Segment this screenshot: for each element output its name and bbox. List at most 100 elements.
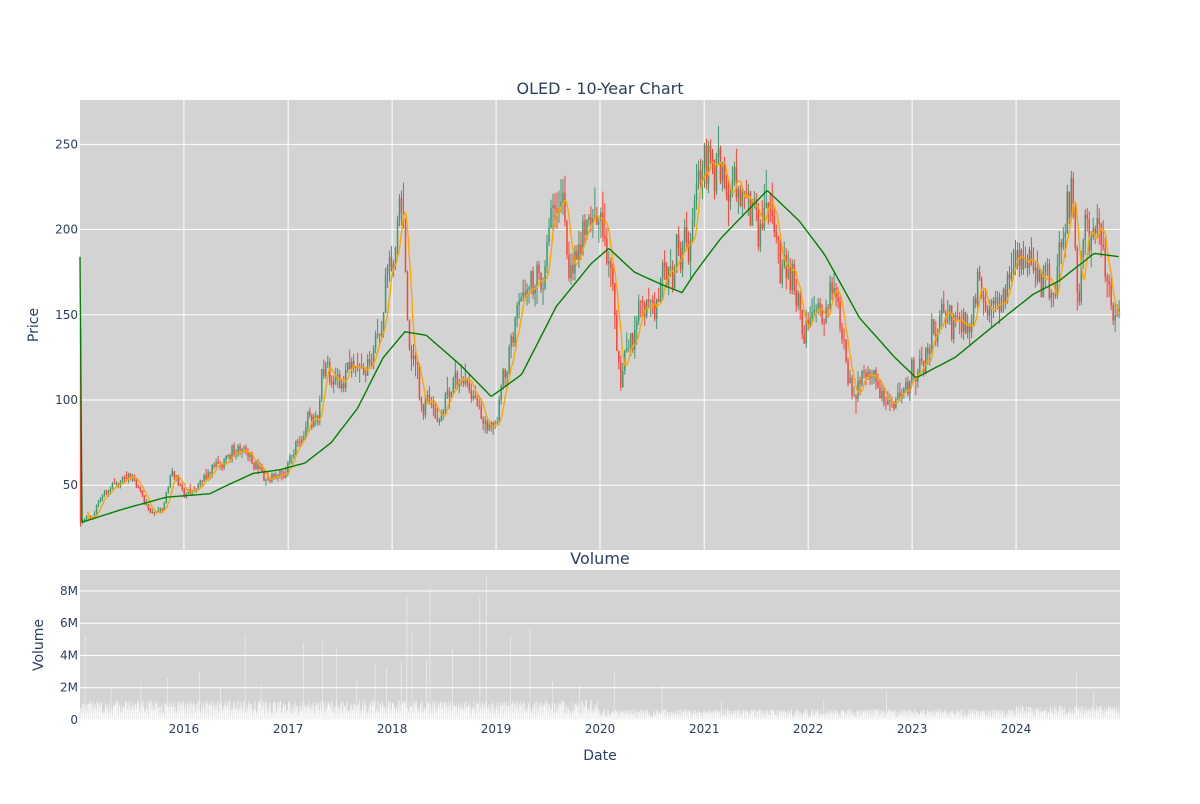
candle-body (695, 183, 698, 200)
volume-bar (321, 708, 322, 720)
candle-body (586, 220, 588, 235)
volume-bar (432, 715, 434, 720)
volume-bar (753, 709, 755, 720)
volume-bar (400, 661, 402, 720)
volume-bar (908, 710, 910, 720)
volume-bar (564, 713, 565, 720)
candle-body (779, 240, 782, 284)
volume-bar (846, 709, 848, 720)
volume-bar (707, 709, 709, 720)
volume-bar (612, 711, 613, 720)
candle-body (590, 216, 592, 224)
volume-bar (363, 710, 364, 720)
candle-body (729, 187, 732, 202)
candle-body (522, 292, 524, 298)
volume-bar (779, 714, 781, 720)
volume-bar (536, 711, 538, 720)
volume-bar (632, 715, 633, 720)
volume-bar (791, 714, 793, 720)
volume-bar (341, 704, 342, 720)
volume-bar (105, 701, 106, 720)
volume-bar (89, 700, 91, 720)
candle-body (883, 390, 885, 404)
volume-bar (494, 709, 495, 720)
volume-bar (478, 711, 480, 720)
volume-bar (1079, 706, 1081, 720)
candle-body (344, 370, 347, 389)
volume-bar (79, 708, 81, 720)
volume-bar (715, 709, 716, 720)
volume-bar (1007, 710, 1009, 720)
volume-bar (931, 712, 932, 720)
volume-bar (131, 701, 133, 720)
volume-bar (490, 704, 491, 720)
candle-body (293, 454, 295, 456)
volume-bar (772, 709, 774, 720)
candle-body (247, 451, 249, 457)
volume-bar (749, 710, 751, 720)
volume-bar (705, 712, 707, 720)
candle-body (478, 405, 481, 407)
volume-bar (955, 715, 956, 720)
volume-bar (181, 711, 183, 720)
volume-bar (664, 709, 665, 720)
candle-body (1098, 217, 1100, 224)
volume-bar (99, 707, 101, 720)
volume-bar (798, 711, 800, 720)
volume-bar (1010, 709, 1012, 720)
volume-bar (167, 707, 169, 720)
candle-body (1048, 264, 1051, 299)
volume-bar (1096, 711, 1098, 720)
volume-bar (510, 636, 511, 720)
volume-bar (672, 712, 673, 720)
candle-body (472, 395, 475, 399)
volume-bar (277, 708, 278, 720)
volume-bar (759, 709, 761, 720)
candle-body (600, 212, 602, 222)
candle-body (707, 145, 710, 184)
volume-bar (187, 700, 189, 720)
candle-body (931, 319, 933, 349)
volume-bar (953, 713, 954, 720)
volume-bar (293, 705, 294, 720)
volume-bar (223, 705, 225, 720)
volume-bar (858, 710, 860, 720)
volume-bar (617, 711, 618, 720)
volume-bar (799, 711, 801, 720)
candle-body (711, 152, 714, 165)
volume-bar (171, 706, 172, 720)
candle-body (319, 399, 321, 423)
volume-bar (520, 714, 522, 720)
candle-body (297, 440, 299, 443)
volume-bar (701, 717, 703, 720)
volume-bar (129, 710, 131, 720)
volume-bar (1014, 710, 1016, 720)
volume-bar (1072, 714, 1074, 720)
candle-body (418, 364, 421, 398)
volume-bar (841, 709, 843, 720)
volume-bar (538, 703, 539, 720)
volume-bar (424, 713, 426, 720)
candle-body (723, 165, 726, 188)
volume-bar (912, 712, 913, 720)
candle-body (925, 347, 927, 374)
volume-bar (214, 707, 216, 720)
candle-body (560, 201, 562, 209)
volume-bar (781, 714, 783, 720)
candle-body (450, 392, 453, 398)
candle-body (919, 358, 921, 372)
candle-body (805, 320, 807, 344)
volume-bar (396, 705, 397, 720)
volume-bar (673, 710, 675, 720)
candle-body (1082, 240, 1085, 258)
volume-bar (1033, 708, 1035, 720)
candle-body (253, 462, 255, 469)
candle-body (859, 380, 861, 385)
volume-bar (980, 711, 981, 720)
volume-bar (706, 711, 708, 720)
candle-body (1104, 247, 1106, 277)
volume-bar (442, 714, 444, 720)
volume-bar (821, 713, 823, 720)
volume-bar (410, 706, 412, 720)
